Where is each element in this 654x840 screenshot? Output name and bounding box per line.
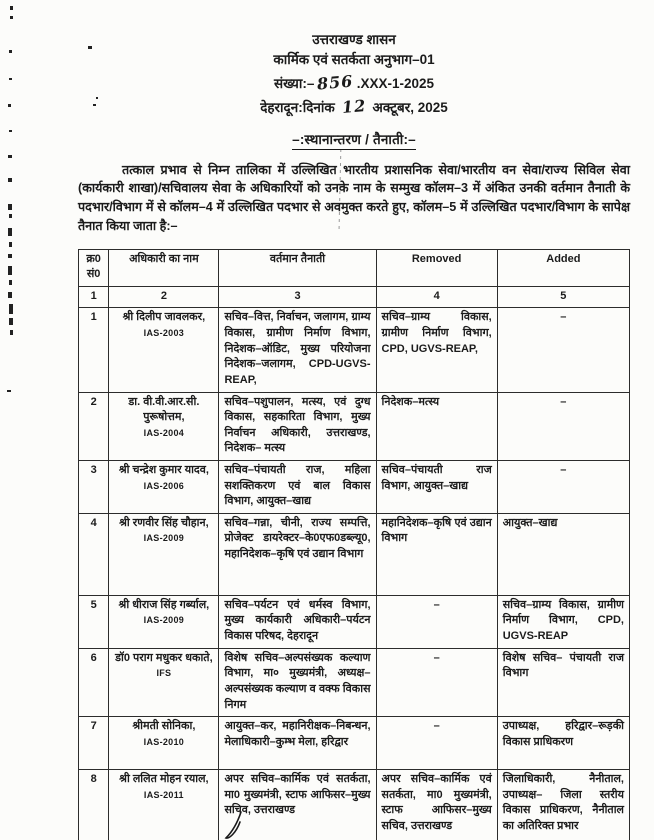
handwritten-date: 12: [340, 95, 367, 117]
number-suffix: .XXX-1-2025: [356, 75, 435, 91]
added-charge: आयुक्त–खाद्य: [496, 512, 631, 596]
officer-name-cell: डॉ0 पराग मधुकर धकाते, IFS: [108, 647, 220, 718]
officer-cadre: IAS-2009: [143, 533, 185, 544]
added-charge: –: [496, 307, 631, 393]
letter-number-line: संख्या:– 856 .XXX-1-2025: [78, 71, 630, 95]
officer-cadre: IAS-2009: [143, 615, 185, 626]
officer-name: श्री दिलीप जावलकर,: [122, 311, 206, 324]
added-charge: जिलाधिकारी, नैनीताल, उपाध्यक्ष– जिला स्त…: [496, 769, 631, 840]
number-label: संख्या:–: [273, 75, 315, 91]
col-number: 5: [496, 285, 631, 309]
serial-number: 4: [77, 512, 110, 596]
serial-number: 8: [77, 769, 110, 840]
removed-charge: अपर सचिव–कार्मिक एवं सतर्कता, मा0 मुख्यम…: [375, 769, 498, 840]
added-charge: सचिव–ग्राम्य विकास, ग्रामीण निर्माण विभा…: [496, 594, 631, 649]
government-title: उत्तराखण्ड शासन: [312, 32, 396, 47]
col-number: 3: [218, 285, 377, 309]
added-charge: –: [496, 391, 631, 461]
place-date-label: देहरादून:दिनांक: [260, 99, 335, 115]
current-posting: सचिव–पर्यटन एवं धर्मस्व विभाग, मुख्य कार…: [218, 594, 377, 649]
current-posting: सचिव–गन्ना, चीनी, राज्य सम्पत्ति, प्रोजे…: [218, 512, 377, 596]
removed-charge: सचिव–ग्राम्य विकास, ग्रामीण निर्माण विभा…: [375, 307, 498, 393]
table-row: 8 श्री ललित मोहन रयाल, IAS-2011 अपर सचिव…: [77, 769, 631, 840]
officer-cadre: IAS-2006: [143, 480, 185, 491]
removed-charge: सचिव–पंचायती राज विभाग, आयुक्त–खाद्य: [375, 459, 498, 514]
document-content: उत्तराखण्ड शासन कार्मिक एवं सतर्कता अनुभ…: [77, 30, 631, 840]
serial-number: 2: [77, 391, 110, 461]
officer-cadre: IAS-2010: [143, 736, 185, 747]
removed-charge: निदेशक–मत्स्य: [375, 391, 498, 461]
officer-cadre: IFS: [156, 668, 172, 679]
current-posting: विशेष सचिव–अल्पसंख्यक कल्याण विभाग, मा० …: [218, 647, 377, 718]
place-date-line: देहरादून:दिनांक 12 अक्टूबर, 2025: [78, 95, 630, 119]
current-posting: आयुक्त–कर, महानिरीक्षक–निबन्धन, मेलाधिका…: [218, 716, 377, 771]
officer-cadre: IAS-2011: [143, 789, 184, 800]
header-added: Added: [496, 248, 631, 287]
removed-charge: –: [375, 647, 498, 718]
col-number: 2: [108, 285, 220, 309]
removed-charge: –: [375, 594, 498, 649]
col-number: 1: [77, 285, 110, 309]
document-header: उत्तराखण्ड शासन कार्मिक एवं सतर्कता अनुभ…: [78, 30, 630, 119]
serial-number: 5: [77, 594, 110, 649]
header-officer-name: अधिकारी का नाम: [108, 248, 220, 287]
current-posting: सचिव–वित्त, निर्वाचन, जलागम, ग्राम्य विक…: [218, 307, 377, 393]
col-number: 4: [375, 285, 498, 309]
officer-name-cell: श्री चन्द्रेश कुमार यादव, IAS-2006: [108, 459, 220, 514]
subject-title: –:स्थानान्तरण / तैनाती:–: [292, 130, 416, 150]
intro-paragraph: तत्काल प्रभाव से निम्न तालिका में उल्लिख…: [78, 162, 630, 234]
handwritten-letter-number: 856: [316, 70, 355, 94]
officer-name: श्री धीराज सिंह गर्ब्याल,: [118, 598, 210, 611]
table-row: 7 श्रीमती सोनिका, IAS-2010 आयुक्त–कर, मह…: [77, 716, 631, 771]
table-header-row: क्र0 सं0 अधिकारी का नाम वर्तमान तैनाती R…: [77, 248, 631, 287]
column-number-row: 1 2 3 4 5: [77, 285, 631, 309]
subject-line-wrap: –:स्थानान्तरण / तैनाती:–: [78, 130, 630, 150]
officer-name-cell: श्री धीराज सिंह गर्ब्याल, IAS-2009: [108, 594, 220, 649]
added-charge: उपाध्यक्ष, हरिद्वार–रूड़की विकास प्राधिक…: [496, 716, 631, 771]
added-charge: –: [496, 459, 631, 514]
transfer-posting-table: क्र0 सं0 अधिकारी का नाम वर्तमान तैनाती R…: [77, 248, 631, 840]
current-posting: अपर सचिव–कार्मिक एवं सतर्कता, मा0 मुख्यम…: [218, 769, 377, 840]
added-charge: विशेष सचिव– पंचायती राज विभाग: [496, 647, 631, 718]
officer-name: श्री चन्द्रेश कुमार यादव,: [118, 463, 209, 476]
officer-name: श्रीमती सोनिका,: [132, 720, 196, 733]
table-row: 3 श्री चन्द्रेश कुमार यादव, IAS-2006 सचि…: [77, 459, 631, 514]
serial-number: 3: [77, 459, 110, 514]
officer-name-cell: श्रीमती सोनिका, IAS-2010: [108, 716, 220, 771]
serial-number: 6: [77, 647, 110, 718]
header-removed: Removed: [375, 248, 498, 287]
table-row: 2 डा. वी.वी.आर.सी. पुरूषोत्तम, IAS-2004 …: [77, 391, 631, 461]
serial-number: 7: [77, 716, 110, 771]
removed-charge: महानिदेशक–कृषि एवं उद्यान विभाग: [375, 512, 498, 596]
officer-name-cell: श्री ललित मोहन रयाल, IAS-2011: [108, 769, 220, 840]
officer-name: डा. वी.वी.आर.सी. पुरूषोत्तम,: [128, 395, 200, 424]
removed-charge: –: [375, 716, 498, 771]
officer-name-cell: डा. वी.वी.आर.सी. पुरूषोत्तम, IAS-2004: [108, 391, 220, 461]
officer-name-cell: श्री दिलीप जावलकर, IAS-2003: [108, 307, 220, 393]
officer-cadre: IAS-2004: [143, 427, 185, 438]
table-row: 1 श्री दिलीप जावलकर, IAS-2003 सचिव–वित्त…: [77, 307, 631, 393]
officer-name: श्री ललित मोहन रयाल,: [119, 773, 209, 786]
header-current-posting: वर्तमान तैनाती: [218, 248, 377, 287]
table-row: 4 श्री रणवीर सिंह चौहान, IAS-2009 सचिव–ग…: [77, 512, 631, 596]
department-section-line: कार्मिक एवं सतर्कता अनुभाग–01: [273, 52, 435, 68]
officer-name: श्री रणवीर सिंह चौहान,: [119, 516, 209, 529]
date-suffix: अक्टूबर, 2025: [372, 99, 448, 115]
current-posting: सचिव–पंचायती राज, महिला सशक्तिकरण एवं बा…: [218, 459, 377, 514]
officer-cadre: IAS-2003: [143, 328, 185, 339]
officer-name-cell: श्री रणवीर सिंह चौहान, IAS-2009: [108, 512, 220, 596]
header-serial-number: क्र0 सं0: [77, 248, 110, 287]
current-posting: सचिव–पशुपालन, मत्स्य, एवं दुग्ध विकास, स…: [218, 391, 377, 461]
table-row: 6 डॉ0 पराग मधुकर धकाते, IFS विशेष सचिव–अ…: [77, 647, 631, 718]
serial-number: 1: [77, 307, 110, 393]
table-row: 5 श्री धीराज सिंह गर्ब्याल, IAS-2009 सचि…: [77, 594, 631, 649]
officer-name: डॉ0 पराग मधुकर धकाते,: [115, 651, 213, 664]
